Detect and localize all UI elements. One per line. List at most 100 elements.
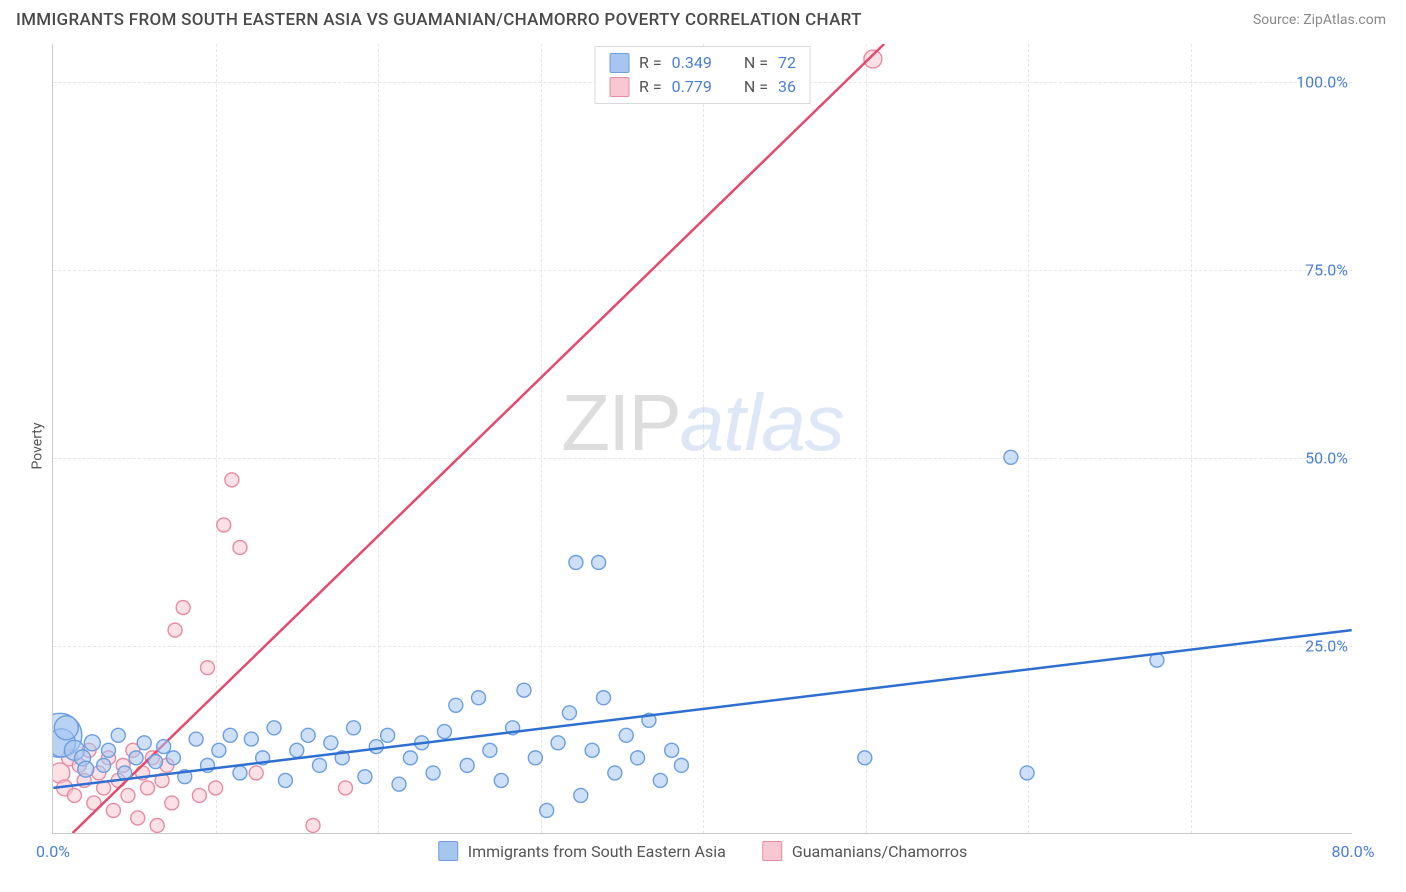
scatter-point (54, 716, 78, 740)
trend-line (73, 44, 884, 833)
x-tick-label: 80.0% (1332, 842, 1375, 861)
chart-plot-area: ZIPatlas R = 0.349 N = 72 R = 0.779 N = … (52, 44, 1352, 834)
scatter-point (217, 518, 231, 532)
scatter-point (347, 721, 361, 735)
legend-row-blue: R = 0.349 N = 72 (609, 51, 796, 75)
legend-swatch-blue-icon (438, 841, 458, 861)
correlation-legend: R = 0.349 N = 72 R = 0.779 N = 36 (594, 46, 811, 104)
scatter-point (166, 751, 180, 765)
scatter-point (562, 706, 576, 720)
n-label-blue: N = (744, 51, 768, 75)
legend-label-blue: Immigrants from South Eastern Asia (468, 842, 726, 861)
scatter-point (338, 781, 352, 795)
scatter-point (84, 735, 100, 751)
scatter-point (608, 766, 622, 780)
scatter-point (585, 743, 599, 757)
scatter-point (223, 728, 237, 742)
scatter-point (290, 743, 304, 757)
scatter-point (324, 736, 338, 750)
trend-line (53, 630, 1351, 788)
scatter-point (381, 728, 395, 742)
scatter-point (306, 818, 320, 832)
scatter-point (267, 721, 281, 735)
scatter-point (233, 766, 247, 780)
scatter-point (449, 698, 463, 712)
scatter-point (209, 781, 223, 795)
legend-swatch-pink (609, 77, 629, 97)
scatter-point (244, 732, 258, 746)
scatter-point (249, 766, 263, 780)
scatter-point (569, 555, 583, 569)
scatter-point (78, 761, 94, 777)
scatter-point (1020, 766, 1034, 780)
r-value-blue: 0.349 (672, 51, 712, 75)
scatter-point (864, 50, 882, 68)
scatter-point (121, 788, 135, 802)
scatter-point (106, 803, 120, 817)
legend-item-pink: Guamanians/Chamorros (762, 841, 967, 861)
scatter-point (168, 623, 182, 637)
scatter-point (358, 770, 372, 784)
r-label-blue: R = (639, 51, 662, 75)
source-label: Source: ZipAtlas.com (1253, 12, 1386, 28)
scatter-point (97, 758, 111, 772)
scatter-point (212, 743, 226, 757)
scatter-point (619, 728, 633, 742)
scatter-point (483, 743, 497, 757)
scatter-point (517, 683, 531, 697)
scatter-point (631, 751, 645, 765)
scatter-point (460, 758, 474, 772)
scatter-point (494, 773, 508, 787)
scatter-point (131, 811, 145, 825)
scatter-point (674, 758, 688, 772)
scatter-point (437, 725, 451, 739)
scatter-point (312, 758, 326, 772)
y-axis-label: Poverty (30, 422, 46, 469)
scatter-point (528, 751, 542, 765)
scatter-point (137, 736, 151, 750)
scatter-point (67, 788, 81, 802)
scatter-point (858, 751, 872, 765)
legend-row-pink: R = 0.779 N = 36 (609, 75, 796, 99)
scatter-point (665, 743, 679, 757)
x-tick-label: 0.0% (36, 842, 70, 861)
scatter-point (233, 540, 247, 554)
scatter-point (592, 555, 606, 569)
scatter-point (574, 788, 588, 802)
scatter-point (426, 766, 440, 780)
scatter-point (150, 818, 164, 832)
n-value-blue: 72 (778, 51, 796, 75)
r-label-pink: R = (639, 75, 662, 99)
scatter-point (176, 601, 190, 615)
series-legend: Immigrants from South Eastern Asia Guama… (438, 841, 968, 861)
scatter-point (540, 803, 554, 817)
scatter-point (192, 788, 206, 802)
scatter-point (225, 473, 239, 487)
n-value-pink: 36 (778, 75, 796, 99)
scatter-point (551, 736, 565, 750)
scatter-point (653, 773, 667, 787)
legend-label-pink: Guamanians/Chamorros (792, 842, 967, 861)
scatter-point (157, 740, 171, 754)
scatter-point (369, 740, 383, 754)
r-value-pink: 0.779 (672, 75, 712, 99)
scatter-point (301, 728, 315, 742)
scatter-point (597, 691, 611, 705)
scatter-point (472, 691, 486, 705)
scatter-svg (53, 44, 1352, 833)
scatter-point (149, 755, 163, 769)
chart-header: IMMIGRANTS FROM SOUTH EASTERN ASIA VS GU… (0, 0, 1406, 36)
scatter-point (201, 661, 215, 675)
legend-item-blue: Immigrants from South Eastern Asia (438, 841, 726, 861)
scatter-point (140, 781, 154, 795)
scatter-point (403, 751, 417, 765)
scatter-point (278, 773, 292, 787)
scatter-point (102, 743, 116, 757)
scatter-point (1004, 450, 1018, 464)
n-label-pink: N = (744, 75, 768, 99)
scatter-point (165, 796, 179, 810)
chart-title: IMMIGRANTS FROM SOUTH EASTERN ASIA VS GU… (16, 10, 862, 30)
scatter-point (129, 751, 143, 765)
legend-swatch-blue (609, 53, 629, 73)
scatter-point (392, 777, 406, 791)
